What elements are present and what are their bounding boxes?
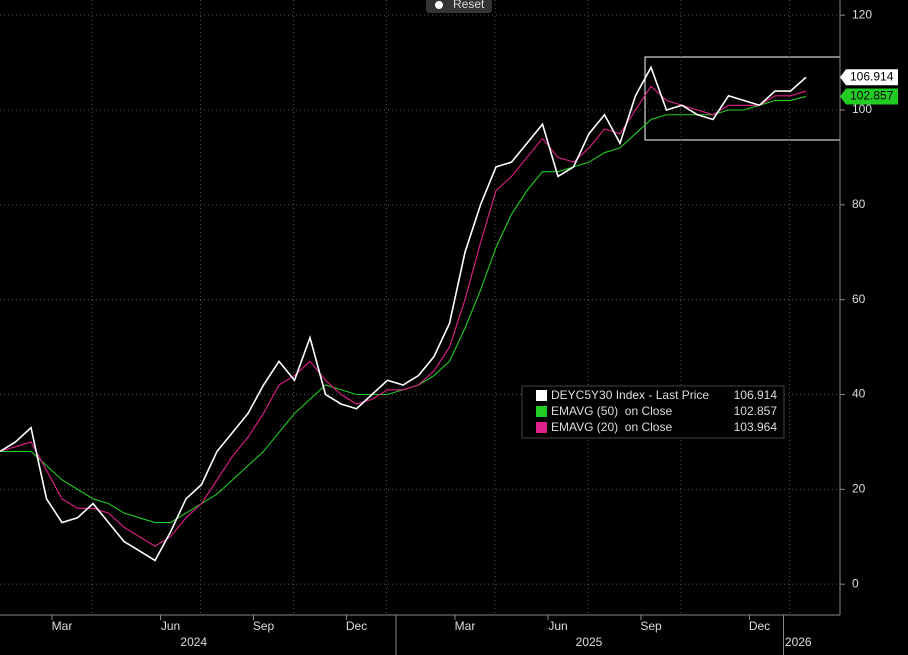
x-tick-label: Mar xyxy=(52,619,73,633)
reset-icon xyxy=(435,1,443,9)
y-tick-label: 120 xyxy=(852,7,872,21)
legend-swatch xyxy=(536,422,547,433)
x-tick-label: Jun xyxy=(161,619,180,633)
y-tick-label: 20 xyxy=(852,482,866,496)
last-value-label: 106.914 xyxy=(850,69,894,83)
legend-value: 106.914 xyxy=(734,388,778,402)
reset-button[interactable]: Reset xyxy=(426,0,492,13)
last-value-tag xyxy=(840,69,898,86)
series-line xyxy=(0,65,807,562)
year-label: 2026 xyxy=(785,635,812,649)
y-tick-label: 0 xyxy=(852,576,859,590)
x-tick-label: Dec xyxy=(346,619,367,633)
legend-label: EMAVG (50) on Close xyxy=(551,404,672,418)
series-line xyxy=(0,85,807,547)
legend-swatch xyxy=(536,406,547,417)
x-tick-label: Mar xyxy=(455,619,476,633)
year-label: 2024 xyxy=(180,635,207,649)
legend: DEYC5Y30 Index - Last Price 106.914 EMAVG … xyxy=(521,385,785,439)
y-tick-label: 40 xyxy=(852,387,866,401)
legend-value: 102.857 xyxy=(734,404,778,418)
legend-swatch xyxy=(536,390,547,401)
last-value-label: 102.857 xyxy=(850,89,894,103)
x-tick-label: Sep xyxy=(640,619,662,633)
year-label: 2025 xyxy=(576,635,603,649)
x-tick-label: Sep xyxy=(253,619,275,633)
reset-label: Reset xyxy=(453,0,485,11)
legend-box xyxy=(521,385,785,439)
legend-label: DEYC5Y30 Index - Last Price xyxy=(551,388,709,402)
legend-value: 103.964 xyxy=(734,420,778,434)
x-tick-label: Jun xyxy=(548,619,567,633)
y-tick-label: 100 xyxy=(852,102,872,116)
y-tick-label: 80 xyxy=(852,197,866,211)
x-tick-label: Dec xyxy=(749,619,770,633)
last-value-tag xyxy=(840,88,898,105)
y-tick-label: 60 xyxy=(852,292,866,306)
legend-label: EMAVG (20) on Close xyxy=(551,420,672,434)
